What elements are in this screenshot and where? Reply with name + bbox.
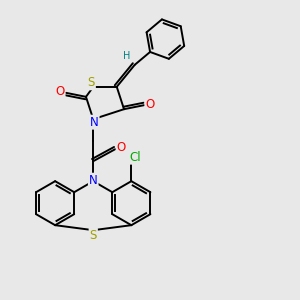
Text: Cl: Cl <box>130 151 141 164</box>
Text: O: O <box>117 141 126 154</box>
Text: H: H <box>123 51 130 61</box>
Text: O: O <box>146 98 154 111</box>
Text: N: N <box>89 174 98 187</box>
Text: S: S <box>90 229 97 242</box>
Text: S: S <box>88 76 95 89</box>
Text: O: O <box>56 85 64 98</box>
Text: N: N <box>90 116 99 129</box>
